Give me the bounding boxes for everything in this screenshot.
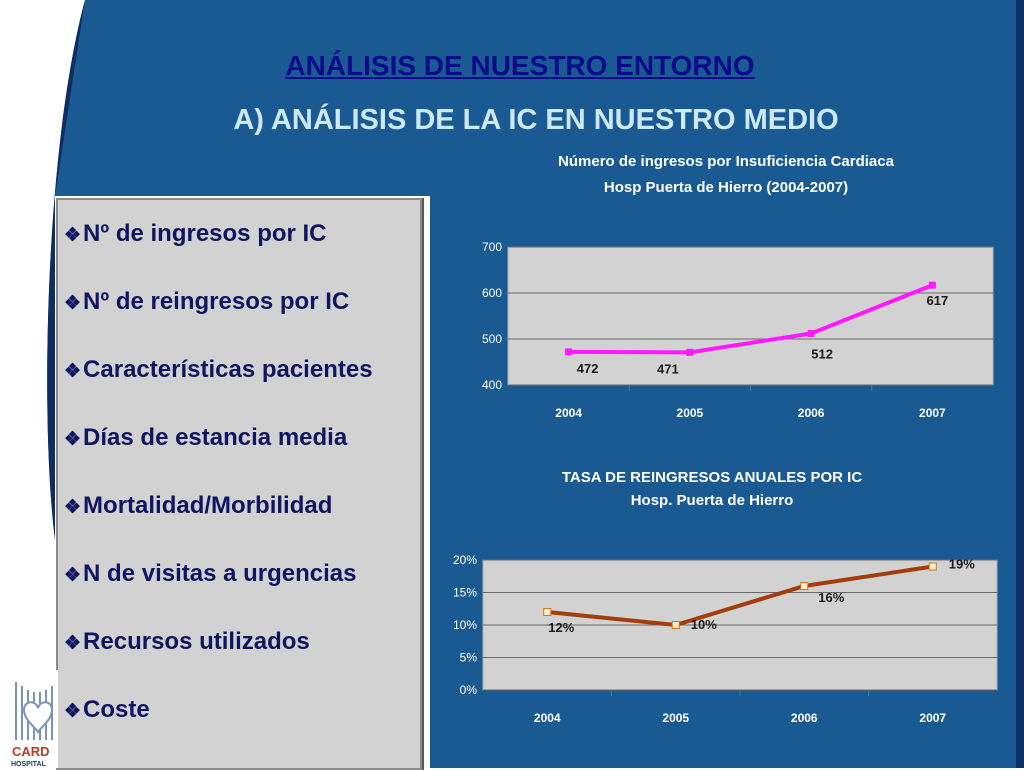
bullet-item: ❖Días de estancia media: [64, 424, 348, 451]
data-label: 19%: [949, 557, 975, 572]
y-tick-label: 500: [482, 332, 502, 346]
data-label: 617: [927, 293, 949, 308]
logo-mark: [15, 682, 54, 740]
bullet-item: ❖N de visitas a urgencias: [64, 560, 357, 587]
y-tick-label: 0%: [460, 683, 478, 697]
y-tick-label: 20%: [453, 553, 477, 567]
chart-title-line-2: Hosp. Puerta de Hierro: [631, 492, 794, 509]
data-point: [807, 329, 815, 337]
y-tick-label: 400: [482, 378, 502, 392]
bullet-item: ❖Recursos utilizados: [64, 628, 310, 655]
diamond-bullet-icon: ❖: [64, 361, 82, 382]
readmission-rate-line-chart: TASA DE REINGRESOS ANUALES POR IC Hosp. …: [453, 469, 998, 725]
data-point: [686, 348, 694, 356]
data-point: [928, 281, 936, 289]
data-point: [543, 608, 552, 616]
series-markers: [543, 562, 937, 629]
x-tick-label: 2006: [791, 711, 818, 725]
chart-title-line-2: Hosp Puerta de Hierro (2004-2007): [604, 179, 848, 196]
diamond-bullet-icon: ❖: [64, 293, 82, 314]
x-tick-label: 2004: [534, 711, 561, 725]
vertical-grid-lines: [611, 690, 869, 696]
bullet-item: ❖Mortalidad/Morbilidad: [64, 492, 333, 519]
x-tick-label: 2005: [677, 406, 704, 420]
diamond-bullet-icon: ❖: [64, 225, 82, 246]
data-label: 16%: [818, 590, 844, 605]
bullet-item: ❖Características pacientes: [64, 356, 373, 383]
data-label: 471: [657, 361, 679, 376]
x-tick-label: 2007: [919, 711, 946, 725]
diamond-bullet-icon: ❖: [64, 497, 82, 518]
data-point: [800, 582, 809, 590]
x-tick-label: 2006: [798, 406, 825, 420]
x-tick-labels: 2004 2005 2006 2007: [534, 711, 947, 725]
bullet-item: ❖Nº de ingresos por IC: [64, 220, 327, 247]
vertical-grid-lines: [628, 385, 873, 391]
logo-subtext: HOSPITAL: [11, 761, 47, 768]
diamond-bullet-icon: ❖: [64, 429, 82, 450]
y-tick-label: 700: [482, 240, 502, 254]
slide-title: ANÁLISIS DE NUESTRO ENTORNO: [285, 50, 755, 81]
y-tick-label: 10%: [453, 618, 477, 632]
chart-title-line-1: Número de ingresos por Insuficiencia Car…: [558, 153, 895, 170]
slide-subtitle: A) ANÁLISIS DE LA IC EN NUESTRO MEDIO: [233, 104, 839, 136]
hospital-logo: CARD HOSPITAL: [0, 670, 58, 768]
series-line: [568, 283, 934, 355]
y-tick-label: 5%: [460, 651, 478, 665]
data-label: 12%: [548, 620, 574, 635]
y-tick-labels: 400 500 600 700: [482, 240, 502, 392]
x-tick-label: 2007: [919, 406, 946, 420]
diamond-bullet-icon: ❖: [64, 633, 82, 654]
data-label: 10%: [691, 617, 717, 632]
bullet-item: ❖Nº de reingresos por IC: [64, 288, 350, 315]
data-point: [565, 348, 573, 356]
y-tick-label: 15%: [453, 586, 477, 600]
data-point: [928, 562, 937, 571]
data-label: 472: [577, 361, 599, 376]
chart-title-line-1: TASA DE REINGRESOS ANUALES POR IC: [562, 469, 862, 486]
x-tick-labels: 2004 2005 2006 2007: [555, 406, 946, 420]
diamond-bullet-icon: ❖: [64, 701, 82, 722]
series-markers: [565, 281, 936, 356]
bullet-panel: ❖Nº de ingresos por IC ❖Nº de reingresos…: [56, 198, 422, 770]
admissions-line-chart: Número de ingresos por Insuficiencia Car…: [482, 153, 994, 420]
x-tick-label: 2004: [555, 406, 582, 420]
y-tick-labels: 0% 5% 10% 15% 20%: [453, 553, 477, 697]
series-line: [547, 564, 934, 628]
data-point: [671, 621, 680, 629]
bullet-item: ❖Coste: [64, 696, 150, 723]
y-tick-label: 600: [482, 286, 502, 300]
data-label: 512: [811, 346, 833, 361]
x-tick-label: 2005: [662, 711, 689, 725]
diamond-bullet-icon: ❖: [64, 565, 82, 586]
logo-text: CARD: [12, 744, 50, 759]
data-labels: 472 471 512 617: [577, 293, 948, 376]
data-labels: 12% 10% 16% 19%: [548, 557, 975, 636]
